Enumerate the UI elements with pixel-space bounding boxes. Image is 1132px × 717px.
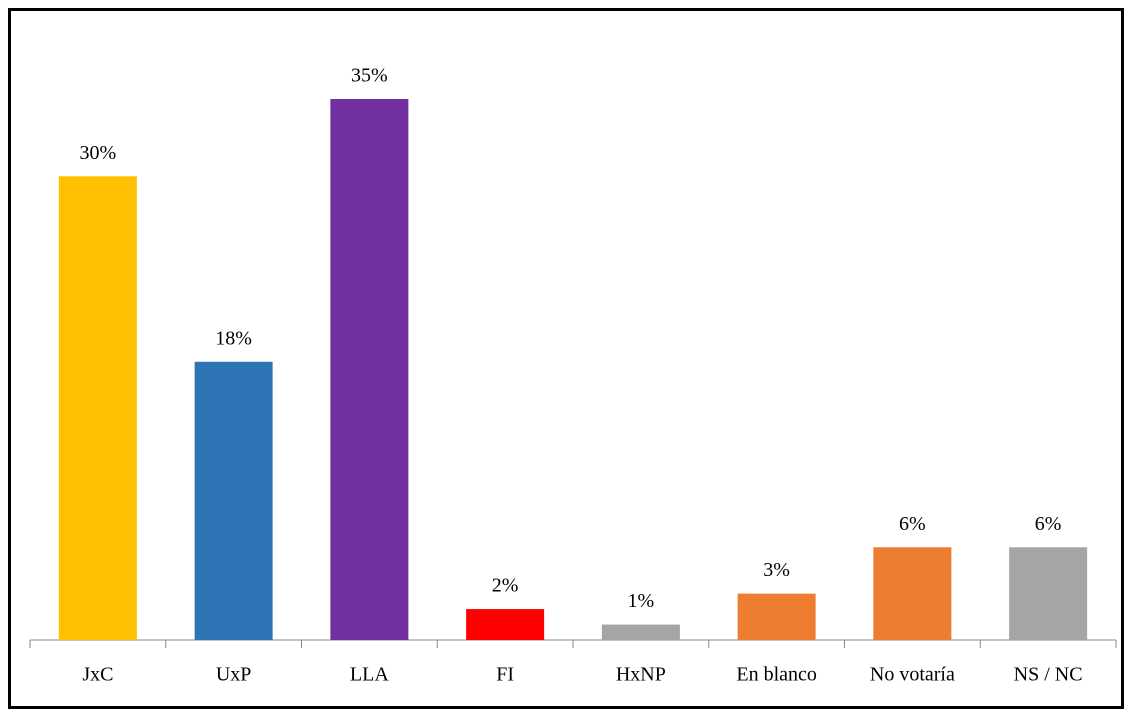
bar xyxy=(58,176,137,641)
bar xyxy=(1009,547,1088,640)
value-label: 6% xyxy=(899,513,926,535)
value-label: 35% xyxy=(351,65,388,87)
chart-frame xyxy=(8,8,1124,709)
bar xyxy=(601,624,680,640)
bar xyxy=(873,547,952,640)
x-tick-label: JxC xyxy=(82,664,113,686)
x-tick-label: HxNP xyxy=(616,664,666,686)
bar xyxy=(466,609,545,640)
x-tick-label: En blanco xyxy=(736,664,817,686)
bar xyxy=(194,361,273,640)
bar xyxy=(330,99,409,640)
x-tick-label: LLA xyxy=(350,664,389,686)
value-label: 3% xyxy=(763,559,790,581)
x-tick-label: NS / NC xyxy=(1014,664,1083,686)
x-tick-label: FI xyxy=(496,664,514,686)
value-label: 18% xyxy=(215,327,252,349)
value-label: 1% xyxy=(628,590,655,612)
value-label: 6% xyxy=(1035,513,1062,535)
x-tick-label: No votaría xyxy=(870,664,955,686)
value-label: 30% xyxy=(80,142,117,164)
value-label: 2% xyxy=(492,575,519,597)
bar xyxy=(737,593,816,640)
x-tick-label: UxP xyxy=(216,664,252,686)
